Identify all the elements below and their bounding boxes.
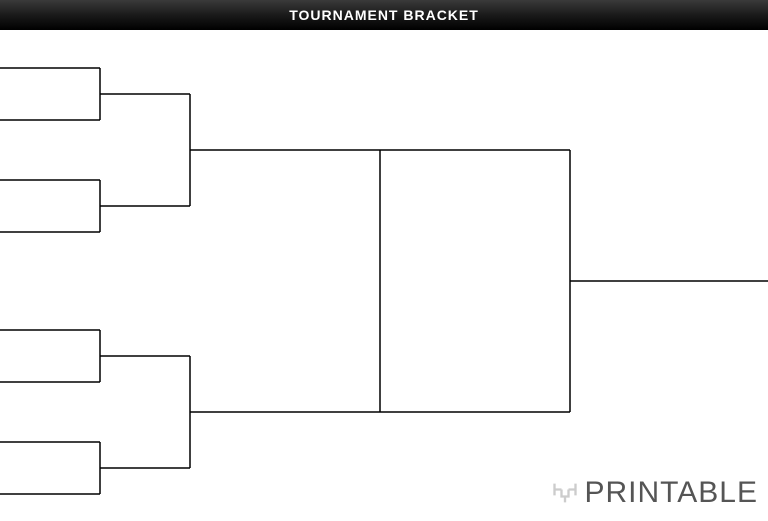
bracket-icon [551,479,579,507]
watermark-text: PRINTABLE [585,476,759,510]
watermark: PRINTABLE [551,476,759,510]
bracket-diagram [0,30,768,516]
header-bar: TOURNAMENT BRACKET [0,0,768,30]
bracket-svg [0,30,768,516]
page-title: TOURNAMENT BRACKET [289,7,479,23]
